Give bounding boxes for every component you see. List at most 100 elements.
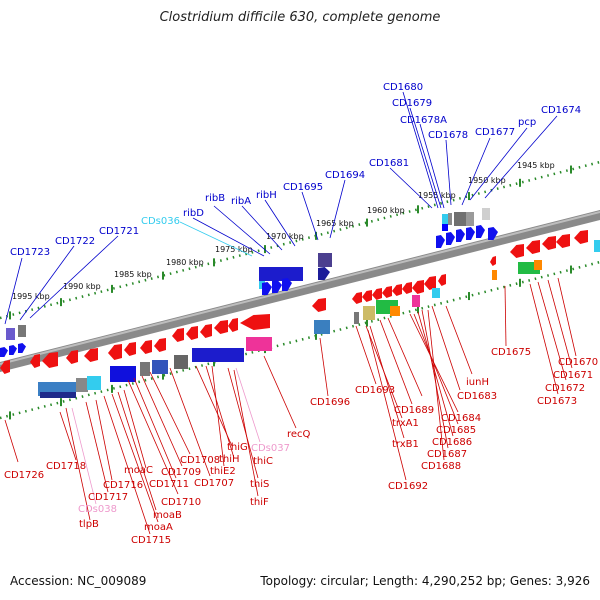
reverse-gene-arrow[interactable] [542,236,556,250]
gene-label[interactable]: CDs037 [251,443,290,454]
reverse-gene-arrow[interactable] [30,354,40,368]
reverse-gene-arrow[interactable] [312,298,326,312]
gene-label[interactable]: CD1673 [537,396,577,407]
gene-label[interactable]: CD1688 [421,461,461,472]
gene-label[interactable]: CD1674 [541,105,581,116]
reverse-gene-arrow[interactable] [186,326,198,340]
forward-gene-arrow[interactable] [318,267,330,280]
reverse-gene-arrow[interactable] [382,286,392,298]
gene-box[interactable] [354,312,359,324]
gene-label[interactable]: CD1707 [194,478,234,489]
reverse-gene-arrow[interactable] [240,314,270,330]
reverse-gene-arrow[interactable] [84,348,98,362]
reverse-gene-arrow[interactable] [574,230,588,244]
gene-label[interactable]: tlpB [79,519,99,530]
forward-gene-arrow[interactable] [282,278,292,291]
gene-label[interactable]: ribA [231,196,251,207]
gene-label[interactable]: moaB [153,510,182,521]
gene-label[interactable]: thiC [253,456,273,467]
gene-label[interactable]: CD1675 [491,347,531,358]
reverse-gene-arrow[interactable] [228,318,238,332]
reverse-gene-arrow[interactable] [214,320,228,334]
gene-label[interactable]: CD1721 [99,226,139,237]
gene-label[interactable]: CD1679 [392,98,432,109]
gene-label[interactable]: CD1693 [355,385,395,396]
gene-box[interactable] [454,212,466,226]
gene-label[interactable]: CD1715 [131,535,171,546]
reverse-gene-arrow[interactable] [66,350,78,364]
gene-box[interactable] [192,348,244,362]
gene-label[interactable]: thiS [250,479,269,490]
gene-label[interactable]: thiE2 [210,466,236,477]
gene-box[interactable] [482,208,490,220]
gene-label[interactable]: CD1677 [475,127,515,138]
reverse-gene-arrow[interactable] [556,234,570,248]
gene-label[interactable]: CD1681 [369,158,409,169]
gene-label[interactable]: CD1683 [457,391,497,402]
forward-gene-arrow[interactable] [436,235,445,248]
gene-label[interactable]: pcp [518,117,536,128]
gene-box[interactable] [152,360,168,374]
gene-label[interactable]: CD1685 [436,425,476,436]
gene-box[interactable] [432,288,440,298]
reverse-gene-arrow[interactable] [108,344,122,360]
gene-label[interactable]: CD1718 [46,461,86,472]
gene-box[interactable] [442,214,450,224]
gene-label[interactable]: ribB [205,193,225,204]
gene-label[interactable]: thiG [227,442,248,453]
gene-box[interactable] [40,392,76,398]
reverse-gene-arrow[interactable] [438,274,446,286]
gene-label[interactable]: moaA [144,522,173,533]
gene-label[interactable]: recQ [287,429,311,440]
reverse-gene-arrow[interactable] [200,324,212,338]
gene-label[interactable]: CD1694 [325,170,365,181]
gene-box[interactable] [110,366,136,382]
gene-box[interactable] [412,295,420,307]
gene-label[interactable]: CD1684 [441,413,481,424]
reverse-gene-arrow[interactable] [412,280,424,294]
reverse-gene-arrow[interactable] [124,342,136,356]
reverse-gene-arrow[interactable] [362,290,372,302]
reverse-gene-arrow[interactable] [172,328,184,342]
gene-box[interactable] [492,270,497,280]
gene-label[interactable]: CD1671 [553,370,593,381]
gene-label[interactable]: CD1696 [310,397,350,408]
forward-gene-arrow[interactable] [488,227,498,240]
reverse-gene-arrow[interactable] [392,284,402,296]
gene-label[interactable]: CD1670 [558,357,598,368]
reverse-gene-arrow[interactable] [510,244,524,258]
gene-box[interactable] [87,376,101,390]
gene-box[interactable] [6,328,15,340]
gene-label[interactable]: CD1710 [161,497,201,508]
gene-label[interactable]: thiF [250,497,269,508]
reverse-gene-arrow[interactable] [154,338,166,352]
gene-box[interactable] [448,213,452,225]
gene-label[interactable]: iunH [466,377,489,388]
gene-box[interactable] [259,267,303,281]
gene-label[interactable]: CD1709 [161,467,201,478]
gene-label[interactable]: trxB1 [392,439,419,450]
forward-gene-arrow[interactable] [262,282,272,295]
gene-box[interactable] [390,306,400,316]
gene-label[interactable]: trxA1 [392,418,419,429]
gene-label[interactable]: CD1716 [103,480,143,491]
gene-box[interactable] [314,320,330,334]
gene-box[interactable] [442,224,448,231]
reverse-gene-arrow[interactable] [424,276,436,290]
gene-label[interactable]: CDs036 [141,216,180,227]
gene-label[interactable]: moaC [124,465,153,476]
gene-box[interactable] [534,260,542,270]
reverse-gene-arrow[interactable] [402,282,412,294]
gene-label[interactable]: CD1711 [149,479,189,490]
gene-label[interactable]: CDs038 [78,504,117,515]
gene-label[interactable]: CD1692 [388,481,428,492]
gene-label[interactable]: CD1717 [88,492,128,503]
gene-label[interactable]: CD1678A [400,115,447,126]
gene-label[interactable]: CD1722 [55,236,95,247]
forward-gene-arrow[interactable] [456,229,465,242]
gene-box[interactable] [140,362,150,376]
forward-gene-arrow[interactable] [0,347,8,357]
gene-label[interactable]: CD1678 [428,130,468,141]
gene-box[interactable] [363,306,375,320]
reverse-gene-arrow[interactable] [0,360,10,374]
